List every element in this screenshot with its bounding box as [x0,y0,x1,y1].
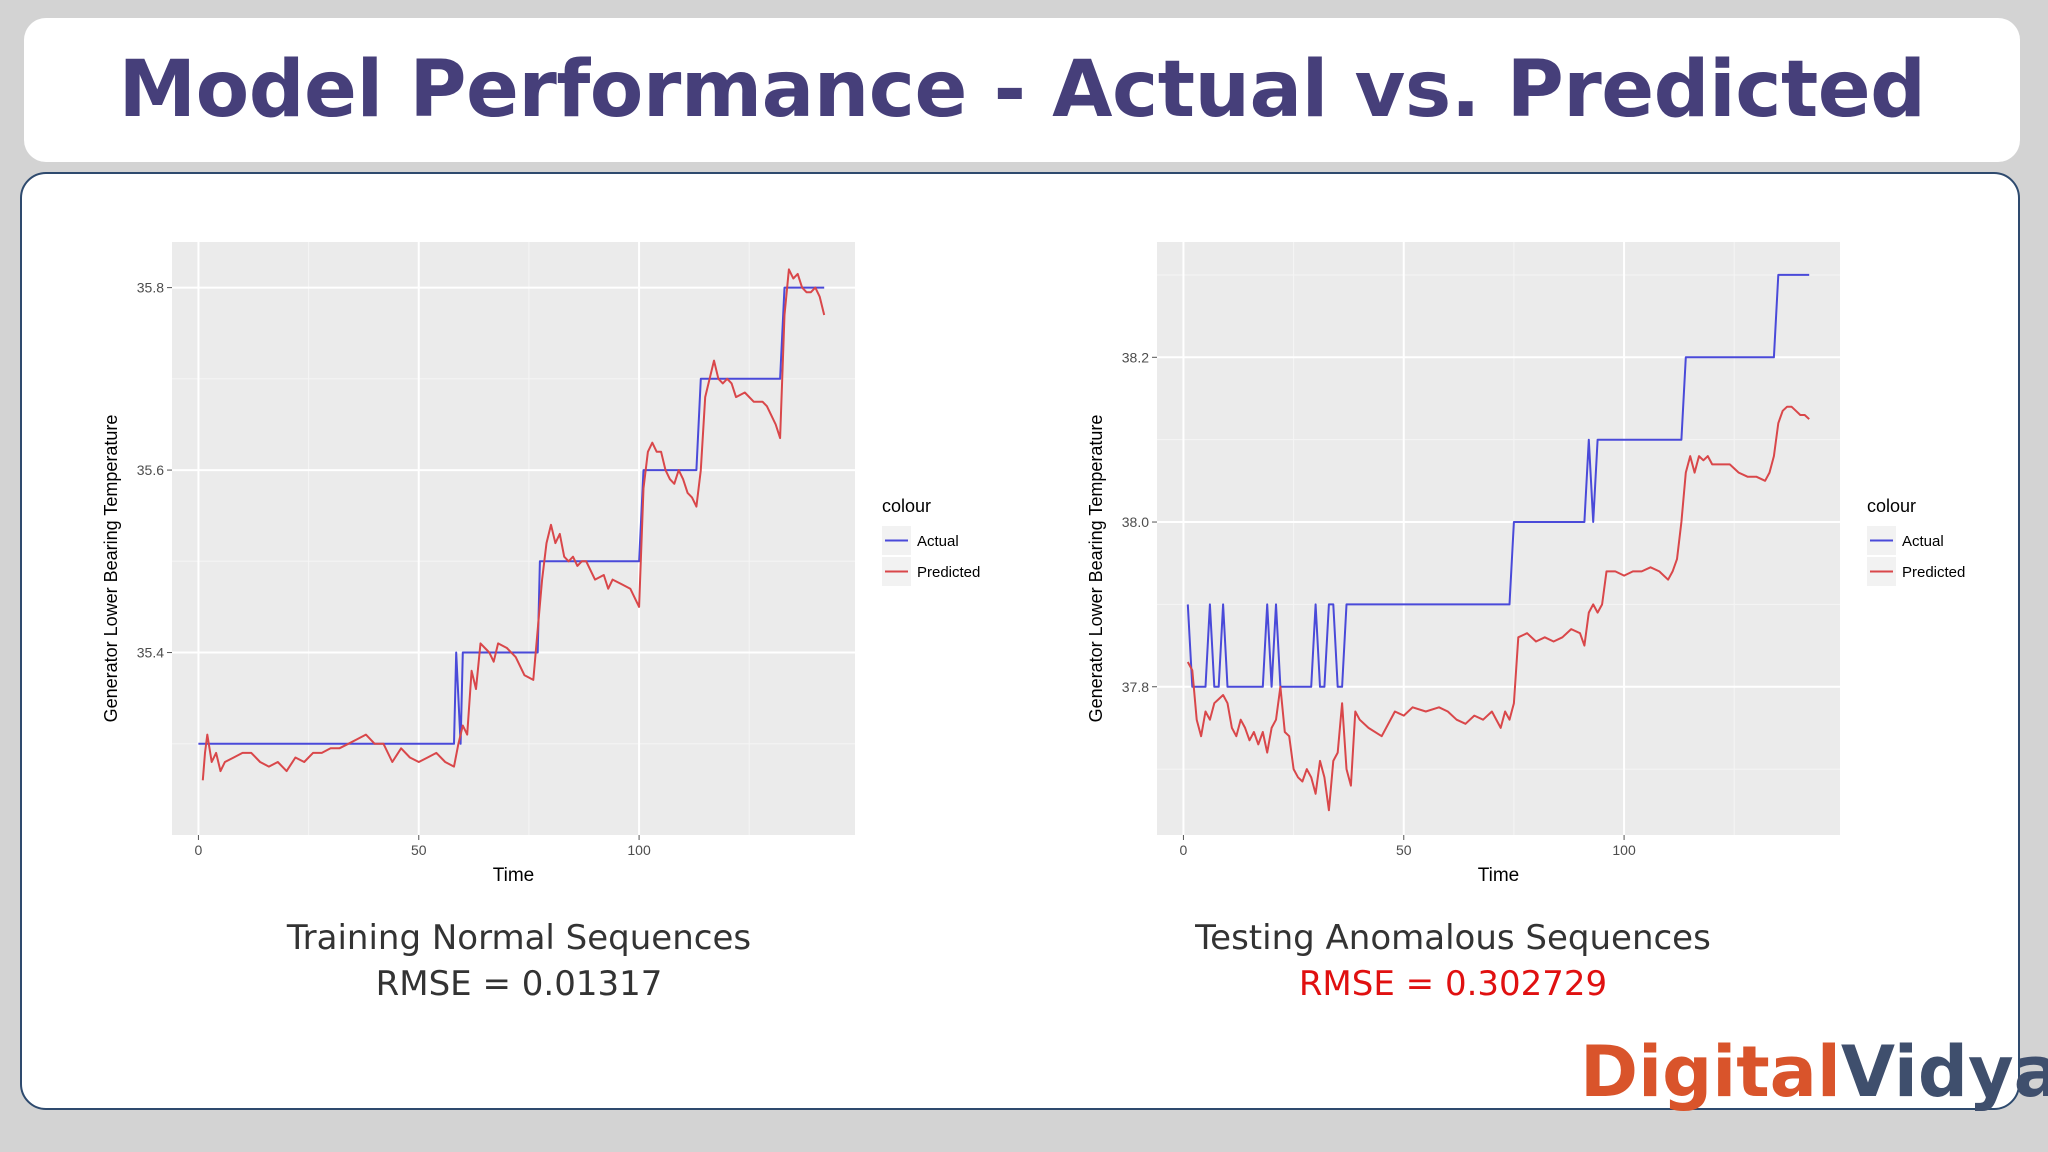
legend-entry-predicted: Predicted [1902,564,1965,581]
training-chart: 0 50 100 35.4 35.6 35.8 Time Generator Lower Be… [101,242,980,886]
y-tick-label: 38.2 [1122,349,1149,365]
legend-title: colour [1867,496,1916,516]
y-axis-label: Generator Lower Bearing Temperature [101,415,121,723]
page-title: Model Performance - Actual vs. Predicted [118,45,1926,135]
legend-entry-actual: Actual [917,533,959,550]
training-caption-rmse: RMSE = 0.01317 [375,964,663,1004]
x-tick-label: 0 [1180,842,1188,858]
y-tick-label: 38.0 [1122,514,1149,530]
plot-panel [1157,242,1840,835]
legend-entry-predicted: Predicted [917,564,980,581]
training-caption: Training Normal Sequences RMSE = 0.01317 [169,915,869,1007]
x-tick-label: 0 [195,842,203,858]
x-tick-label: 50 [411,842,427,858]
testing-caption: Testing Anomalous Sequences RMSE = 0.302… [1103,915,1803,1007]
y-tick-label: 35.8 [137,280,164,296]
testing-chart: 0 50 100 37.8 38.0 38.2 Time Generator Lower Be… [1086,242,1965,886]
y-tick-label: 35.6 [137,462,164,478]
training-caption-title: Training Normal Sequences [286,918,752,958]
y-tick-label: 35.4 [137,645,164,661]
plot-panel [172,242,855,835]
legend-title: colour [882,496,931,516]
title-bar: Model Performance - Actual vs. Predicted [24,18,2020,162]
x-axis-label: Time [493,865,535,886]
x-tick-label: 100 [1612,842,1636,858]
series-line-actual [198,286,825,745]
series-line-predicted [1186,405,1810,812]
series-line-actual [1186,273,1810,688]
y-tick-label: 37.8 [1122,679,1149,695]
digital-vidya-logo: DigitalVidya [1580,1022,2048,1122]
x-tick-label: 50 [1396,842,1412,858]
y-axis-label: Generator Lower Bearing Temperature [1086,415,1106,723]
series-line-predicted [201,268,826,781]
logo-part-digital: Digital [1580,1031,1841,1113]
testing-caption-rmse: RMSE = 0.302729 [1298,964,1608,1004]
testing-caption-title: Testing Anomalous Sequences [1195,918,1711,958]
x-axis-label: Time [1478,865,1520,886]
x-tick-label: 100 [627,842,651,858]
logo-part-vidya: Vidya [1840,1031,2048,1113]
legend-entry-actual: Actual [1902,533,1944,550]
